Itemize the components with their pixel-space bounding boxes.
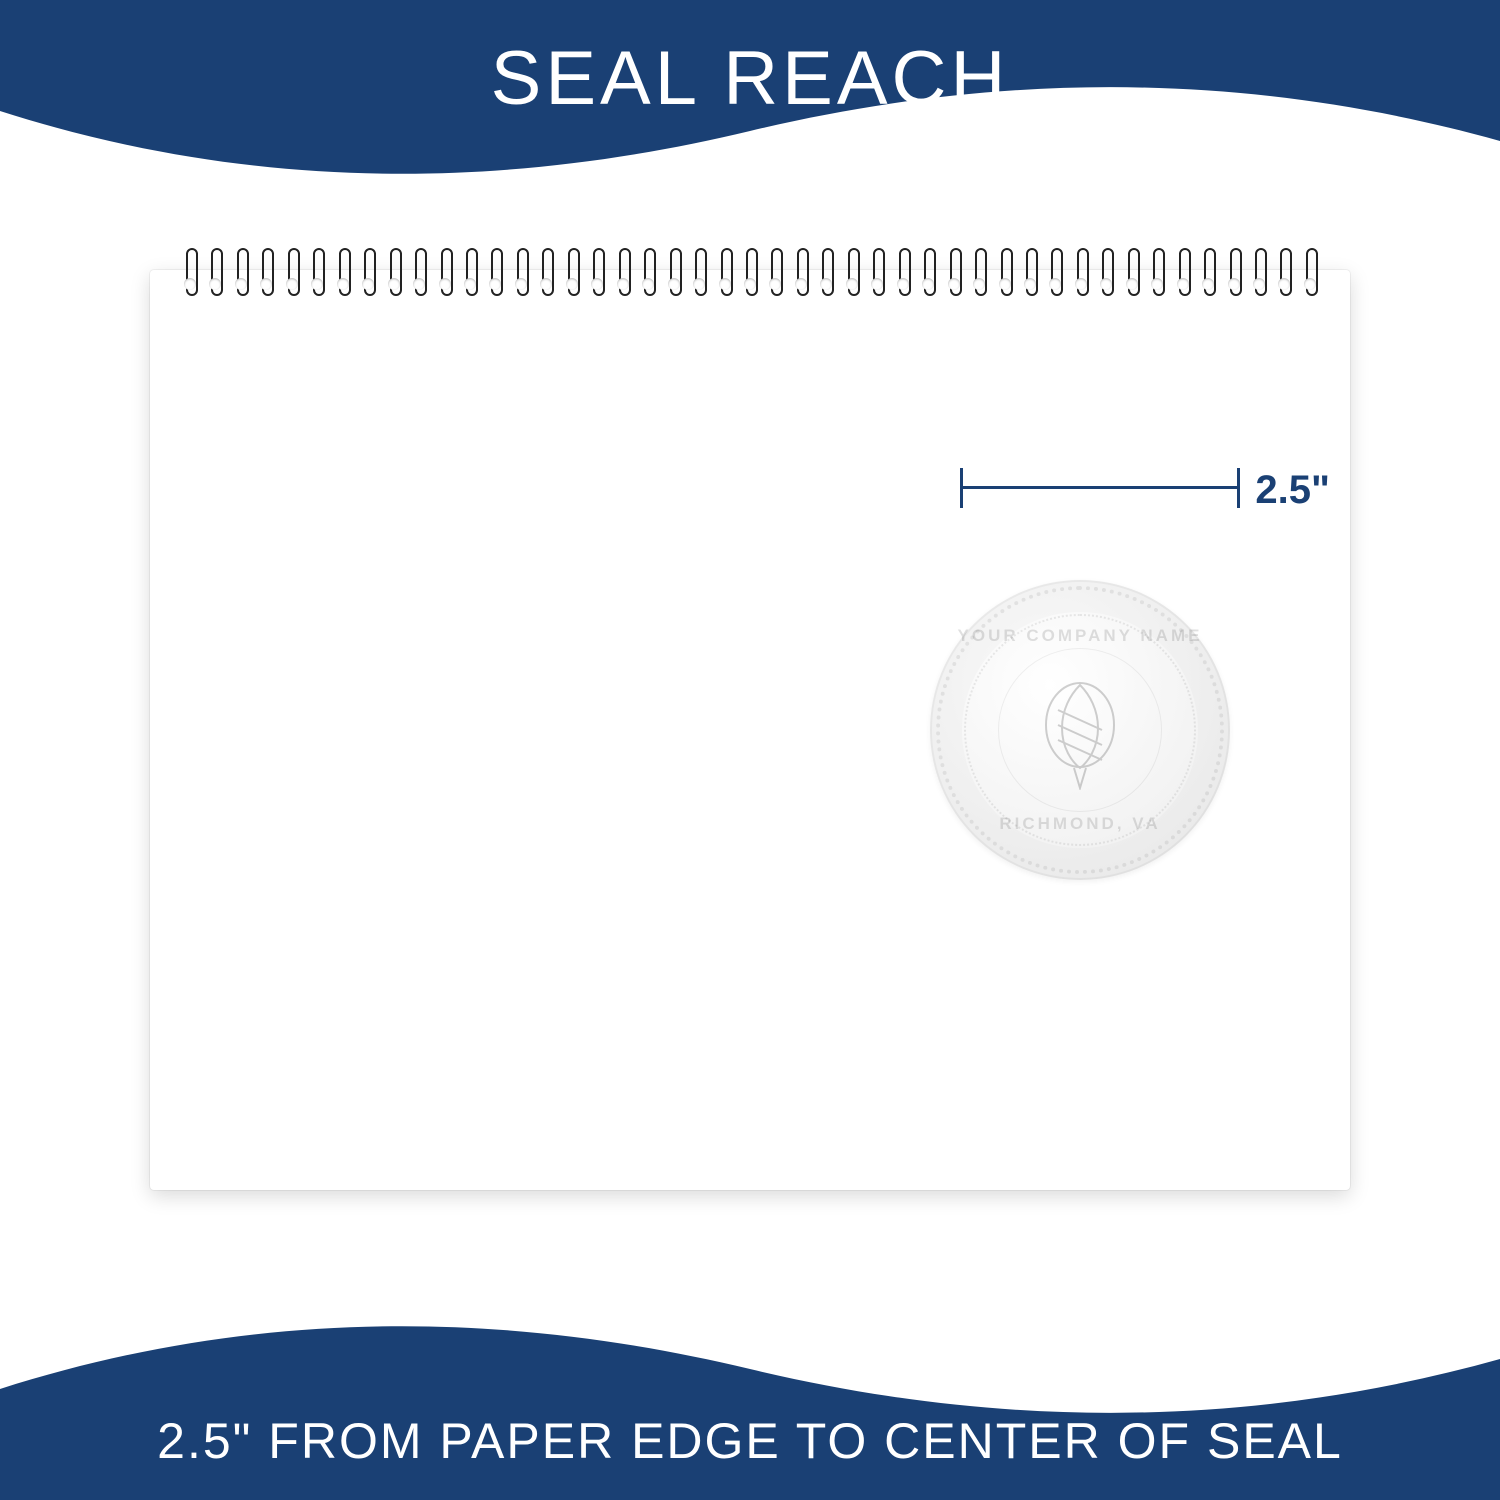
spiral-ring — [1224, 248, 1244, 292]
spiral-ring — [460, 248, 480, 292]
footer-wave — [0, 1299, 1500, 1419]
measure-label: 2.5" — [1255, 468, 1330, 513]
spiral-ring — [1096, 248, 1116, 292]
spiral-ring — [1274, 248, 1294, 292]
spiral-ring — [511, 248, 531, 292]
spiral-ring — [893, 248, 913, 292]
spiral-ring — [282, 248, 302, 292]
spiral-ring — [1249, 248, 1269, 292]
seal-text-top: YOUR COMPANY NAME — [930, 626, 1230, 646]
spiral-ring — [664, 248, 684, 292]
notebook-page: 2.5" YOUR COMPANY NAME RICHMOND, VA — [150, 270, 1350, 1190]
spiral-ring — [867, 248, 887, 292]
spiral-ring — [638, 248, 658, 292]
spiral-ring — [307, 248, 327, 292]
spiral-ring — [231, 248, 251, 292]
spiral-ring — [1071, 248, 1091, 292]
spiral-ring — [358, 248, 378, 292]
spiral-ring — [1020, 248, 1040, 292]
spiral-binding — [180, 248, 1320, 292]
footer-banner — [0, 1300, 1500, 1500]
spiral-ring — [587, 248, 607, 292]
embossed-seal: YOUR COMPANY NAME RICHMOND, VA — [930, 580, 1230, 880]
spiral-ring — [384, 248, 404, 292]
spiral-ring — [1300, 248, 1320, 292]
spiral-ring — [1147, 248, 1167, 292]
spiral-ring — [740, 248, 760, 292]
spiral-ring — [944, 248, 964, 292]
spiral-ring — [918, 248, 938, 292]
spiral-ring — [791, 248, 811, 292]
measure-cap-right — [1237, 468, 1240, 508]
spiral-ring — [536, 248, 556, 292]
spiral-ring — [1045, 248, 1065, 292]
page-subtitle: 2.5" FROM PAPER EDGE TO CENTER OF SEAL — [0, 1412, 1500, 1470]
seal-center-emblem — [1030, 670, 1130, 790]
spiral-ring — [969, 248, 989, 292]
spiral-ring — [1173, 248, 1193, 292]
spiral-ring — [715, 248, 735, 292]
spiral-ring — [689, 248, 709, 292]
spiral-ring — [256, 248, 276, 292]
spiral-ring — [1198, 248, 1218, 292]
seal-text-bottom: RICHMOND, VA — [930, 814, 1230, 834]
spiral-ring — [205, 248, 225, 292]
spiral-ring — [180, 248, 200, 292]
page-title: SEAL REACH — [0, 35, 1500, 122]
spiral-ring — [409, 248, 429, 292]
spiral-ring — [995, 248, 1015, 292]
spiral-ring — [1122, 248, 1142, 292]
spiral-ring — [765, 248, 785, 292]
spiral-ring — [613, 248, 633, 292]
spiral-ring — [485, 248, 505, 292]
spiral-ring — [816, 248, 836, 292]
spiral-ring — [562, 248, 582, 292]
spiral-ring — [333, 248, 353, 292]
spiral-ring — [435, 248, 455, 292]
measurement-indicator: 2.5" — [960, 462, 1350, 512]
spiral-ring — [842, 248, 862, 292]
measure-line — [960, 486, 1240, 489]
